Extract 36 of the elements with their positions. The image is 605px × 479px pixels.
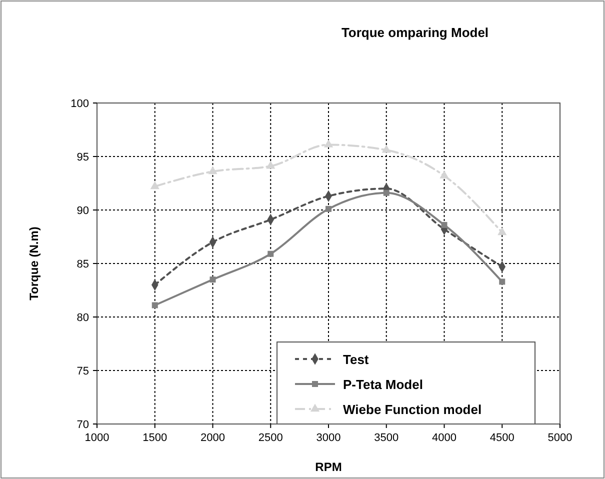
x-axis-title: RPM [315,460,342,474]
x-tick-label: 3000 [316,432,341,444]
x-tick-label: 5000 [548,432,572,444]
point [382,144,391,153]
point [210,276,216,283]
x-tick-label: 2000 [200,432,225,444]
y-tick-label: 85 [76,258,89,270]
legend-label: Test [343,352,370,367]
point [383,190,390,196]
point [499,278,506,285]
y-axis-title: Torque (N.m) [27,226,41,300]
x-tick-label: 2500 [258,432,283,444]
y-tick-label: 95 [76,152,89,164]
point [208,166,218,174]
x-tick-label: 4500 [490,432,514,444]
y-tick-label: 70 [76,419,89,431]
chart-title: Torque omparing Model [341,25,489,40]
legend-label: Wiebe Function model [343,402,482,417]
point [266,160,276,169]
point [441,222,448,228]
y-tick-label: 90 [76,205,89,217]
point [326,206,332,212]
x-tick-label: 1000 [84,432,110,444]
point [324,139,334,148]
point [150,181,160,190]
y-tick-label: 80 [76,312,89,324]
x-tick-label: 4000 [432,432,456,444]
point [268,250,274,257]
x-tick-label: 1500 [142,432,168,444]
y-tick-label: 75 [76,366,89,378]
point [440,170,449,178]
y-tick-label: 100 [70,98,89,110]
x-tick-label: 3500 [374,432,399,444]
point [498,227,507,236]
legend-label: P-Teta Model [343,377,423,392]
point [152,302,158,308]
